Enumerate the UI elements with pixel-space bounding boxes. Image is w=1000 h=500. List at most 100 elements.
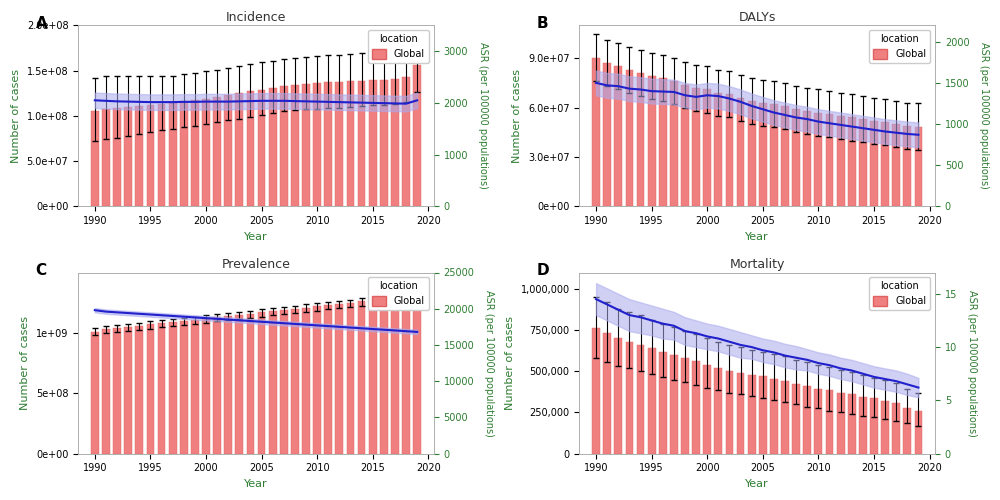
Bar: [124, 107, 132, 206]
X-axis label: Year: Year: [745, 232, 769, 241]
Bar: [269, 88, 277, 206]
Bar: [670, 355, 678, 454]
Bar: [313, 306, 321, 454]
Bar: [670, 82, 678, 206]
Bar: [191, 320, 199, 454]
Bar: [302, 308, 310, 454]
Bar: [659, 78, 667, 206]
Text: A: A: [35, 16, 47, 31]
Bar: [915, 411, 922, 454]
Bar: [291, 85, 299, 206]
Bar: [859, 397, 867, 454]
Bar: [369, 80, 377, 206]
Bar: [681, 358, 689, 454]
Bar: [180, 102, 188, 206]
Bar: [191, 100, 199, 206]
Legend: Global: Global: [869, 278, 930, 310]
Bar: [235, 93, 243, 206]
Bar: [748, 374, 756, 454]
Y-axis label: ASR (per 100000 populations): ASR (per 100000 populations): [484, 290, 494, 436]
Bar: [124, 327, 132, 454]
Bar: [726, 372, 733, 454]
Bar: [380, 80, 388, 206]
Bar: [592, 328, 600, 454]
Bar: [169, 322, 177, 454]
Bar: [637, 73, 644, 206]
Bar: [91, 112, 99, 206]
Bar: [848, 118, 856, 206]
Bar: [402, 296, 410, 454]
Title: Prevalence: Prevalence: [222, 258, 290, 272]
Bar: [748, 101, 756, 206]
Bar: [213, 97, 221, 206]
Bar: [380, 299, 388, 454]
Bar: [826, 390, 833, 454]
Bar: [113, 328, 121, 454]
Bar: [247, 92, 254, 206]
Bar: [603, 63, 611, 206]
Bar: [814, 388, 822, 454]
Bar: [781, 381, 789, 454]
Bar: [224, 95, 232, 206]
Bar: [202, 98, 210, 206]
Text: B: B: [537, 16, 548, 31]
Bar: [703, 90, 711, 206]
Bar: [258, 90, 265, 206]
Bar: [269, 311, 277, 454]
Bar: [135, 106, 143, 206]
Bar: [915, 126, 922, 206]
Bar: [892, 124, 900, 206]
Bar: [837, 392, 845, 454]
Bar: [102, 110, 110, 206]
Bar: [158, 323, 165, 454]
Bar: [648, 76, 656, 206]
Bar: [770, 378, 778, 454]
Bar: [135, 326, 143, 454]
Y-axis label: ASR (per 100000 populations): ASR (per 100000 populations): [478, 42, 488, 190]
Bar: [91, 332, 99, 454]
Bar: [781, 106, 789, 206]
Y-axis label: ASR (per 100000 populations): ASR (per 100000 populations): [967, 290, 977, 436]
Bar: [859, 119, 867, 206]
Bar: [247, 314, 254, 454]
Bar: [158, 104, 165, 206]
Bar: [302, 84, 310, 206]
Text: C: C: [35, 264, 47, 278]
Title: DALYs: DALYs: [739, 11, 776, 24]
Bar: [235, 315, 243, 454]
Bar: [826, 114, 833, 206]
Bar: [402, 77, 410, 206]
X-axis label: Year: Year: [745, 479, 769, 489]
Y-axis label: Number of cases: Number of cases: [512, 69, 522, 163]
Bar: [358, 80, 365, 206]
Y-axis label: Number of cases: Number of cases: [11, 69, 21, 163]
Bar: [603, 334, 611, 454]
Bar: [280, 310, 288, 454]
Bar: [737, 373, 744, 454]
Bar: [637, 345, 644, 454]
X-axis label: Year: Year: [244, 232, 268, 241]
Bar: [837, 116, 845, 206]
Bar: [291, 308, 299, 454]
Bar: [903, 126, 911, 206]
Legend: Global: Global: [869, 30, 930, 63]
Bar: [759, 102, 767, 206]
Bar: [626, 342, 633, 454]
Bar: [369, 300, 377, 454]
Bar: [770, 104, 778, 206]
Bar: [648, 348, 656, 454]
Bar: [903, 408, 911, 454]
Bar: [180, 321, 188, 454]
Title: Incidence: Incidence: [226, 11, 286, 24]
Title: Mortality: Mortality: [730, 258, 785, 272]
Bar: [626, 70, 633, 206]
Bar: [113, 108, 121, 206]
Y-axis label: Number of cases: Number of cases: [505, 316, 515, 410]
Bar: [726, 94, 733, 206]
Bar: [681, 84, 689, 206]
Bar: [814, 112, 822, 206]
Bar: [324, 305, 332, 454]
Bar: [792, 384, 800, 454]
Bar: [759, 376, 767, 454]
Bar: [347, 302, 354, 454]
